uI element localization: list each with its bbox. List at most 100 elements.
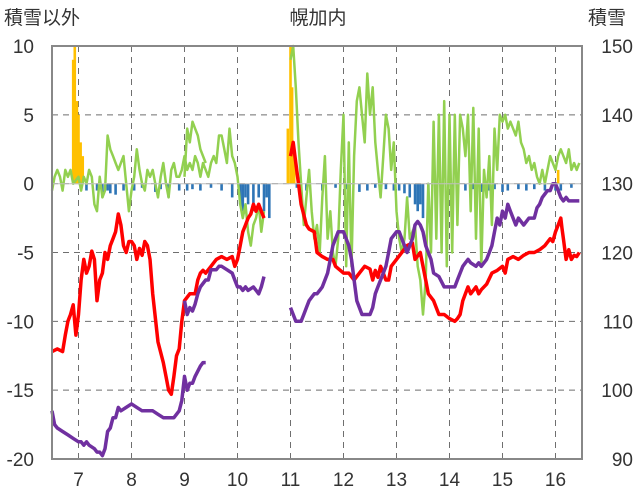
bar [413, 183, 417, 205]
bar [416, 183, 419, 212]
x-tick-label: 9 [179, 470, 190, 491]
bar [106, 183, 109, 191]
y-right-tick-label: 90 [612, 450, 633, 471]
bar [75, 101, 79, 184]
x-tick-label: 7 [73, 470, 84, 491]
y-left-tick-label: -5 [17, 244, 34, 265]
y-left-tick-label: 10 [13, 37, 34, 58]
y-left-tick-label: 0 [23, 175, 34, 196]
bar [366, 183, 369, 191]
bar [392, 183, 396, 191]
bar [464, 183, 467, 191]
y-left-axis-title: 積雪以外 [4, 7, 80, 29]
bar [421, 183, 425, 219]
bar [533, 183, 536, 190]
bar [289, 46, 292, 184]
bar [493, 183, 496, 190]
x-ticks: 7 8 9 10 11 12 13 14 15 16 [73, 470, 566, 491]
x-tick-label: 13 [386, 470, 407, 491]
red-series-line [288, 140, 581, 324]
bar [268, 183, 271, 219]
bar [77, 114, 80, 184]
bar [559, 183, 563, 191]
bar [71, 59, 75, 184]
x-tick-label: 11 [281, 470, 301, 491]
x-tick-label: 10 [227, 470, 248, 491]
bar [244, 183, 247, 198]
bar [543, 183, 547, 191]
green-series-line [183, 120, 207, 177]
bar [220, 183, 223, 191]
bar [191, 183, 194, 190]
y-left-tick-label: -10 [7, 312, 34, 333]
bar [79, 142, 82, 184]
y-right-axis-title: 積雪 [588, 7, 626, 29]
bar [257, 183, 260, 198]
bar [114, 183, 117, 195]
y-left-tick-label: -15 [7, 381, 34, 402]
bar [199, 183, 202, 191]
y-right-tick-label: 100 [601, 381, 633, 402]
bar [132, 183, 136, 191]
bar [397, 183, 401, 191]
bar [265, 183, 268, 198]
x-tick-label: 14 [439, 470, 461, 491]
bar [286, 128, 290, 184]
bar [177, 183, 181, 191]
bar [334, 183, 337, 188]
chart-title: 幌加内 [289, 7, 346, 29]
plot-frame [51, 45, 583, 460]
red-series-line [51, 202, 266, 397]
y-left-ticks: 10 5 0 -5 -10 -15 -20 [7, 37, 34, 471]
bar [185, 183, 189, 191]
bar [517, 183, 520, 190]
x-tick-label: 16 [545, 470, 566, 491]
green-series-line [50, 127, 266, 247]
y-left-tick-label: 5 [23, 106, 34, 127]
x-tick-label: 8 [126, 470, 137, 491]
bar [230, 183, 234, 198]
bar [408, 183, 412, 198]
bar [374, 183, 377, 188]
x-tick-label: 15 [492, 470, 513, 491]
y-right-tick-label: 140 [601, 106, 633, 127]
y-right-tick-label: 150 [601, 37, 633, 58]
bar [122, 183, 125, 191]
y-left-tick-label: -20 [7, 450, 34, 471]
bar [358, 183, 361, 192]
bar [246, 183, 250, 205]
y-right-tick-label: 110 [603, 312, 633, 333]
green-series-line [289, 44, 581, 316]
purple-series-line [50, 360, 206, 458]
bar [262, 183, 266, 212]
y-right-ticks: 150 140 130 120 110 100 90 [601, 37, 633, 471]
purple-series-line [288, 181, 580, 324]
bar [85, 183, 88, 191]
bar [525, 183, 528, 191]
purple-series-line [182, 264, 266, 317]
bar [290, 87, 294, 184]
bar [73, 46, 77, 184]
y-right-tick-label: 130 [601, 175, 633, 196]
bar [419, 183, 422, 205]
bar [95, 183, 99, 191]
bar [570, 183, 573, 188]
bar [295, 183, 299, 188]
y-right-tick-label: 120 [601, 244, 633, 265]
bar [241, 183, 245, 212]
bar [344, 183, 348, 190]
bar [556, 169, 560, 184]
bar [403, 183, 406, 194]
x-tick-label: 12 [333, 470, 354, 491]
bar [292, 156, 296, 184]
bar [252, 183, 255, 212]
bar [209, 183, 213, 188]
line-series [50, 44, 581, 458]
bar [384, 183, 388, 190]
bar [501, 183, 504, 192]
bar [109, 183, 112, 194]
bar [81, 156, 85, 184]
bar [472, 183, 475, 190]
bar [480, 183, 483, 192]
